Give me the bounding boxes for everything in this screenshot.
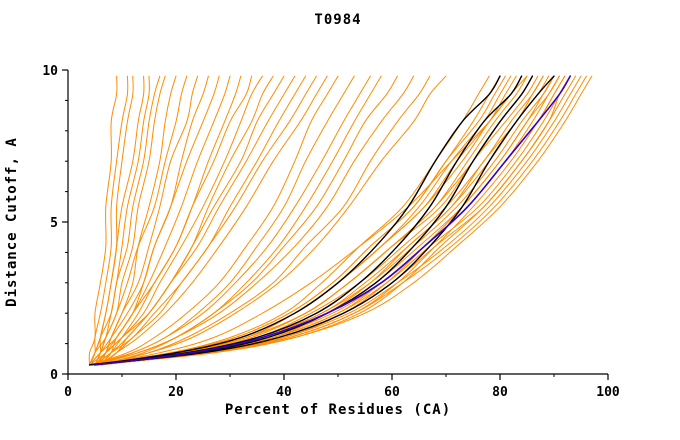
y-axis-label: Distance Cutoff, A: [4, 137, 20, 307]
chart-title: T0984: [314, 12, 361, 28]
model-curve-orange: [89, 75, 161, 366]
model-curve-orange: [89, 75, 253, 366]
x-axis-label: Percent of Residues (CA): [225, 402, 451, 418]
model-curve-orange: [94, 75, 199, 366]
x-tick-label: 40: [276, 385, 292, 400]
model-curve-orange: [94, 75, 231, 366]
model-curve-orange: [89, 75, 593, 366]
model-curve-orange: [88, 75, 118, 366]
model-curve-orange: [99, 75, 328, 366]
model-curve-orange: [89, 75, 506, 366]
y-tick-label: 10: [42, 64, 58, 79]
model-curve-orange: [94, 75, 355, 366]
x-tick-label: 100: [596, 385, 620, 400]
model-curve-orange: [94, 75, 571, 366]
y-tick-label: 0: [50, 368, 58, 383]
model-curve-orange: [94, 75, 528, 366]
y-tick-label: 5: [50, 216, 58, 231]
model-curve-orange: [89, 75, 577, 366]
model-curve-orange: [89, 75, 296, 366]
curves-layer: [88, 75, 593, 366]
model-curve-blue: [94, 75, 571, 366]
x-tick-label: 60: [384, 385, 400, 400]
model-curve-orange: [94, 75, 587, 366]
model-curve-orange: [89, 75, 188, 366]
model-curve-black: [88, 75, 555, 366]
x-tick-label: 0: [64, 385, 72, 400]
model-curve-orange: [94, 75, 447, 366]
model-curve-orange: [99, 75, 544, 366]
model-curve-orange: [89, 75, 220, 366]
model-curve-orange: [99, 75, 431, 366]
model-curve-orange: [99, 75, 382, 366]
model-curve-orange: [94, 75, 166, 366]
model-curve-orange: [89, 75, 129, 366]
x-tick-label: 20: [168, 385, 184, 400]
x-tick-label: 80: [492, 385, 508, 400]
model-curve-orange: [89, 75, 539, 366]
model-curve-orange: [89, 75, 415, 366]
model-curve-black: [94, 75, 534, 366]
model-curve-orange: [94, 75, 285, 366]
model-curve-orange: [89, 75, 371, 366]
model-curve-black: [94, 75, 501, 366]
model-curve-black: [88, 75, 523, 366]
model-curve-orange: [94, 75, 317, 366]
model-curve-orange: [99, 75, 242, 366]
model-curve-orange: [89, 75, 339, 366]
